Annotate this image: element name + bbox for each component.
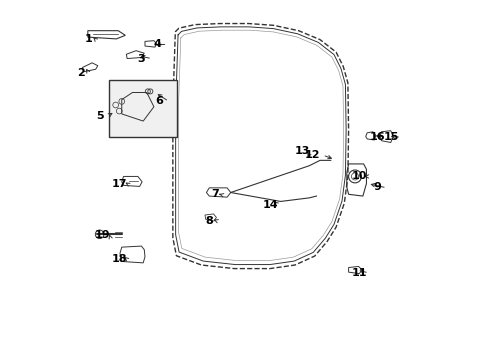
Text: 12: 12 xyxy=(305,150,320,160)
Text: 16: 16 xyxy=(369,132,385,142)
Text: 10: 10 xyxy=(352,171,367,181)
Text: 1: 1 xyxy=(85,34,93,44)
Text: 19: 19 xyxy=(94,230,110,240)
Text: 5: 5 xyxy=(97,111,104,121)
Text: 4: 4 xyxy=(153,39,161,49)
Text: 6: 6 xyxy=(155,96,163,107)
Text: 14: 14 xyxy=(262,200,278,210)
Text: 11: 11 xyxy=(351,268,367,278)
Bar xyxy=(109,80,177,137)
Text: 15: 15 xyxy=(384,132,399,142)
Text: 17: 17 xyxy=(112,179,127,189)
Text: 8: 8 xyxy=(205,216,213,226)
Text: 18: 18 xyxy=(112,254,127,264)
Text: 9: 9 xyxy=(373,182,381,192)
Text: 3: 3 xyxy=(138,54,145,64)
Text: 2: 2 xyxy=(77,68,85,78)
Text: 7: 7 xyxy=(211,189,219,199)
Text: 13: 13 xyxy=(294,147,310,157)
